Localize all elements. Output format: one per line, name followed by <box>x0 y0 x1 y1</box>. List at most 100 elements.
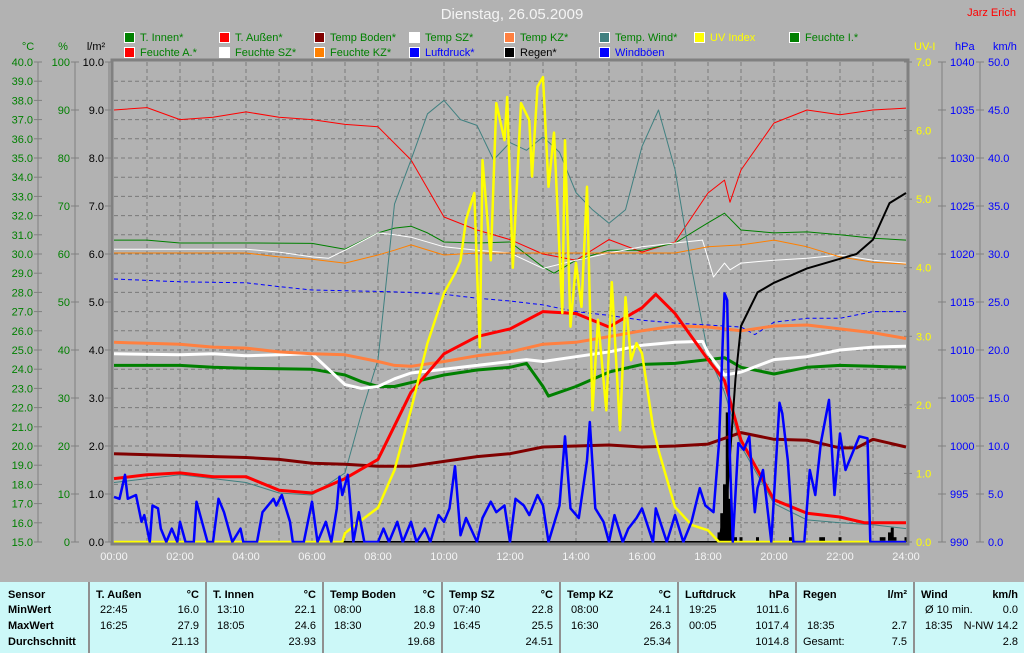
tick-label-hum: 50 <box>58 297 70 309</box>
row-label-min: MinWert <box>8 604 52 616</box>
cell-luftdruck-min-time: 19:25 <box>689 604 717 616</box>
column-divider <box>559 582 561 653</box>
cell-temp-sz-name: Temp SZ <box>449 589 495 601</box>
tick-label-x: 16:00 <box>628 551 656 563</box>
tick-label-temp: 31.0 <box>12 230 33 242</box>
statistics-table: Sensor MinWert MaxWert Durchschnitt T. A… <box>0 582 1024 653</box>
tick-label-x: 00:00 <box>100 551 128 563</box>
tick-label-press: 1030 <box>950 153 974 165</box>
cell-t-außen-max: 27.9 <box>177 620 199 632</box>
tick-label-temp: 39.0 <box>12 76 33 88</box>
tick-label-wind: 40.0 <box>988 153 1009 165</box>
chart-title: Dienstag, 26.05.2009 <box>440 6 584 23</box>
tick-label-press: 1005 <box>950 393 974 405</box>
line-temp-kz <box>113 323 907 368</box>
column-divider <box>322 582 324 653</box>
legend-swatch <box>124 32 135 43</box>
line-t-innen <box>114 356 907 398</box>
axis-title-temp: °C <box>22 41 34 53</box>
axis-title-uv: UV-I <box>914 41 935 53</box>
legend-item-feuchte-i: Feuchte I.* <box>789 31 858 44</box>
column-divider <box>677 582 679 653</box>
legend-item-uv-index: UV Index <box>694 31 755 44</box>
tick-label-rain: 7.0 <box>89 201 104 213</box>
row-label-sensor: Sensor <box>8 589 46 601</box>
legend-label: Feuchte KZ* <box>330 46 392 59</box>
tick-label-temp: 15.0 <box>12 537 33 549</box>
tick-label-temp: 36.0 <box>12 134 33 146</box>
cell-t-außen-avg: 21.13 <box>171 636 199 648</box>
tick-label-rain: 10.0 <box>83 57 104 69</box>
tick-label-wind: 35.0 <box>988 201 1009 213</box>
cell-temp-boden-max: 20.9 <box>413 620 435 632</box>
axes: °C 15.0 16.0 17.0 18.0 19.0 20.0 21.0 22.0 23.0 24… <box>12 41 1017 563</box>
column-divider <box>88 582 90 653</box>
tick-label-x: 10:00 <box>430 551 458 563</box>
cell-temp-sz-min: 22.8 <box>531 604 553 616</box>
cell-wind-unit: km/h <box>992 589 1018 601</box>
tick-label-press: 990 <box>950 537 968 549</box>
cell-regen-avg: 7.5 <box>891 636 907 648</box>
tick-label-hum: 60 <box>58 249 70 261</box>
legend-item-luftdruck: Luftdruck* <box>409 46 475 59</box>
tick-label-hum: 40 <box>58 345 70 357</box>
tick-label-hum: 30 <box>58 393 70 405</box>
cell-temp-kz-min-time: 08:00 <box>571 604 599 616</box>
tick-label-temp: 40.0 <box>12 57 33 69</box>
legend-swatch <box>219 32 230 43</box>
cell-temp-boden-avg: 19.68 <box>407 636 435 648</box>
legend-swatch <box>504 32 515 43</box>
grid <box>114 62 906 542</box>
rain-bar <box>739 537 743 542</box>
tick-label-temp: 23.0 <box>12 383 33 395</box>
cell-wind-avg: 2.8 <box>1002 636 1018 648</box>
tick-label-x: 06:00 <box>298 551 326 563</box>
column-divider <box>913 582 915 653</box>
line-temp-boden <box>113 431 907 468</box>
legend-item-temp-sz: Temp SZ* <box>409 31 473 44</box>
series-t-innen <box>114 356 907 398</box>
tick-label-rain: 9.0 <box>89 105 104 117</box>
cell-temp-boden-unit: °C <box>422 589 435 601</box>
rain-bar <box>838 537 842 542</box>
legend-label: T. Außen* <box>235 31 283 44</box>
cell-temp-sz-unit: °C <box>540 589 553 601</box>
cell-temp-kz-max: 26.3 <box>649 620 671 632</box>
tick-label-wind: 50.0 <box>988 57 1009 69</box>
legend-label: T. Innen* <box>140 31 184 44</box>
tick-label-uv: 4.0 <box>916 263 931 275</box>
cell-t-außen-max-time: 16:25 <box>100 620 128 632</box>
tick-label-x: 22:00 <box>826 551 854 563</box>
cell-luftdruck-unit: hPa <box>768 589 789 601</box>
tick-label-temp: 28.0 <box>12 287 33 299</box>
cell-wind-name: Wind <box>921 589 948 601</box>
rain-bar <box>756 537 759 542</box>
tick-label-temp: 30.0 <box>12 249 33 261</box>
cell-t-innen-min-time: 13:10 <box>217 604 245 616</box>
cell-t-innen-unit: °C <box>303 589 316 601</box>
cell-temp-boden-min: 18.8 <box>413 604 435 616</box>
tick-label-press: 1020 <box>950 249 974 261</box>
cell-t-innen-max-time: 18:05 <box>217 620 245 632</box>
legend-item-windböen: Windböen <box>599 46 665 59</box>
cell-temp-kz-avg: 25.34 <box>643 636 671 648</box>
axis-title-rain: l/m² <box>87 41 106 53</box>
plot-frame <box>110 58 910 546</box>
cell-temp-boden-max-time: 18:30 <box>334 620 362 632</box>
rain-bar <box>725 412 729 542</box>
series-layer <box>113 75 908 544</box>
tick-label-temp: 29.0 <box>12 268 33 280</box>
legend-label: Windböen <box>615 46 665 59</box>
legend-swatch <box>694 32 705 43</box>
legend-swatch <box>599 47 610 58</box>
tick-label-press: 1035 <box>950 105 974 117</box>
cell-wind-max-time: 18:35 <box>925 620 953 632</box>
cell-temp-kz-name: Temp KZ <box>567 589 614 601</box>
legend-label: Temp KZ* <box>520 31 569 44</box>
tick-label-rain: 1.0 <box>89 489 104 501</box>
cell-luftdruck-max: 1017.4 <box>755 620 789 632</box>
legend-item-feuchte-kz: Feuchte KZ* <box>314 46 391 59</box>
line-regen <box>114 192 907 543</box>
tick-label-temp: 32.0 <box>12 211 33 223</box>
legend-swatch <box>124 47 135 58</box>
